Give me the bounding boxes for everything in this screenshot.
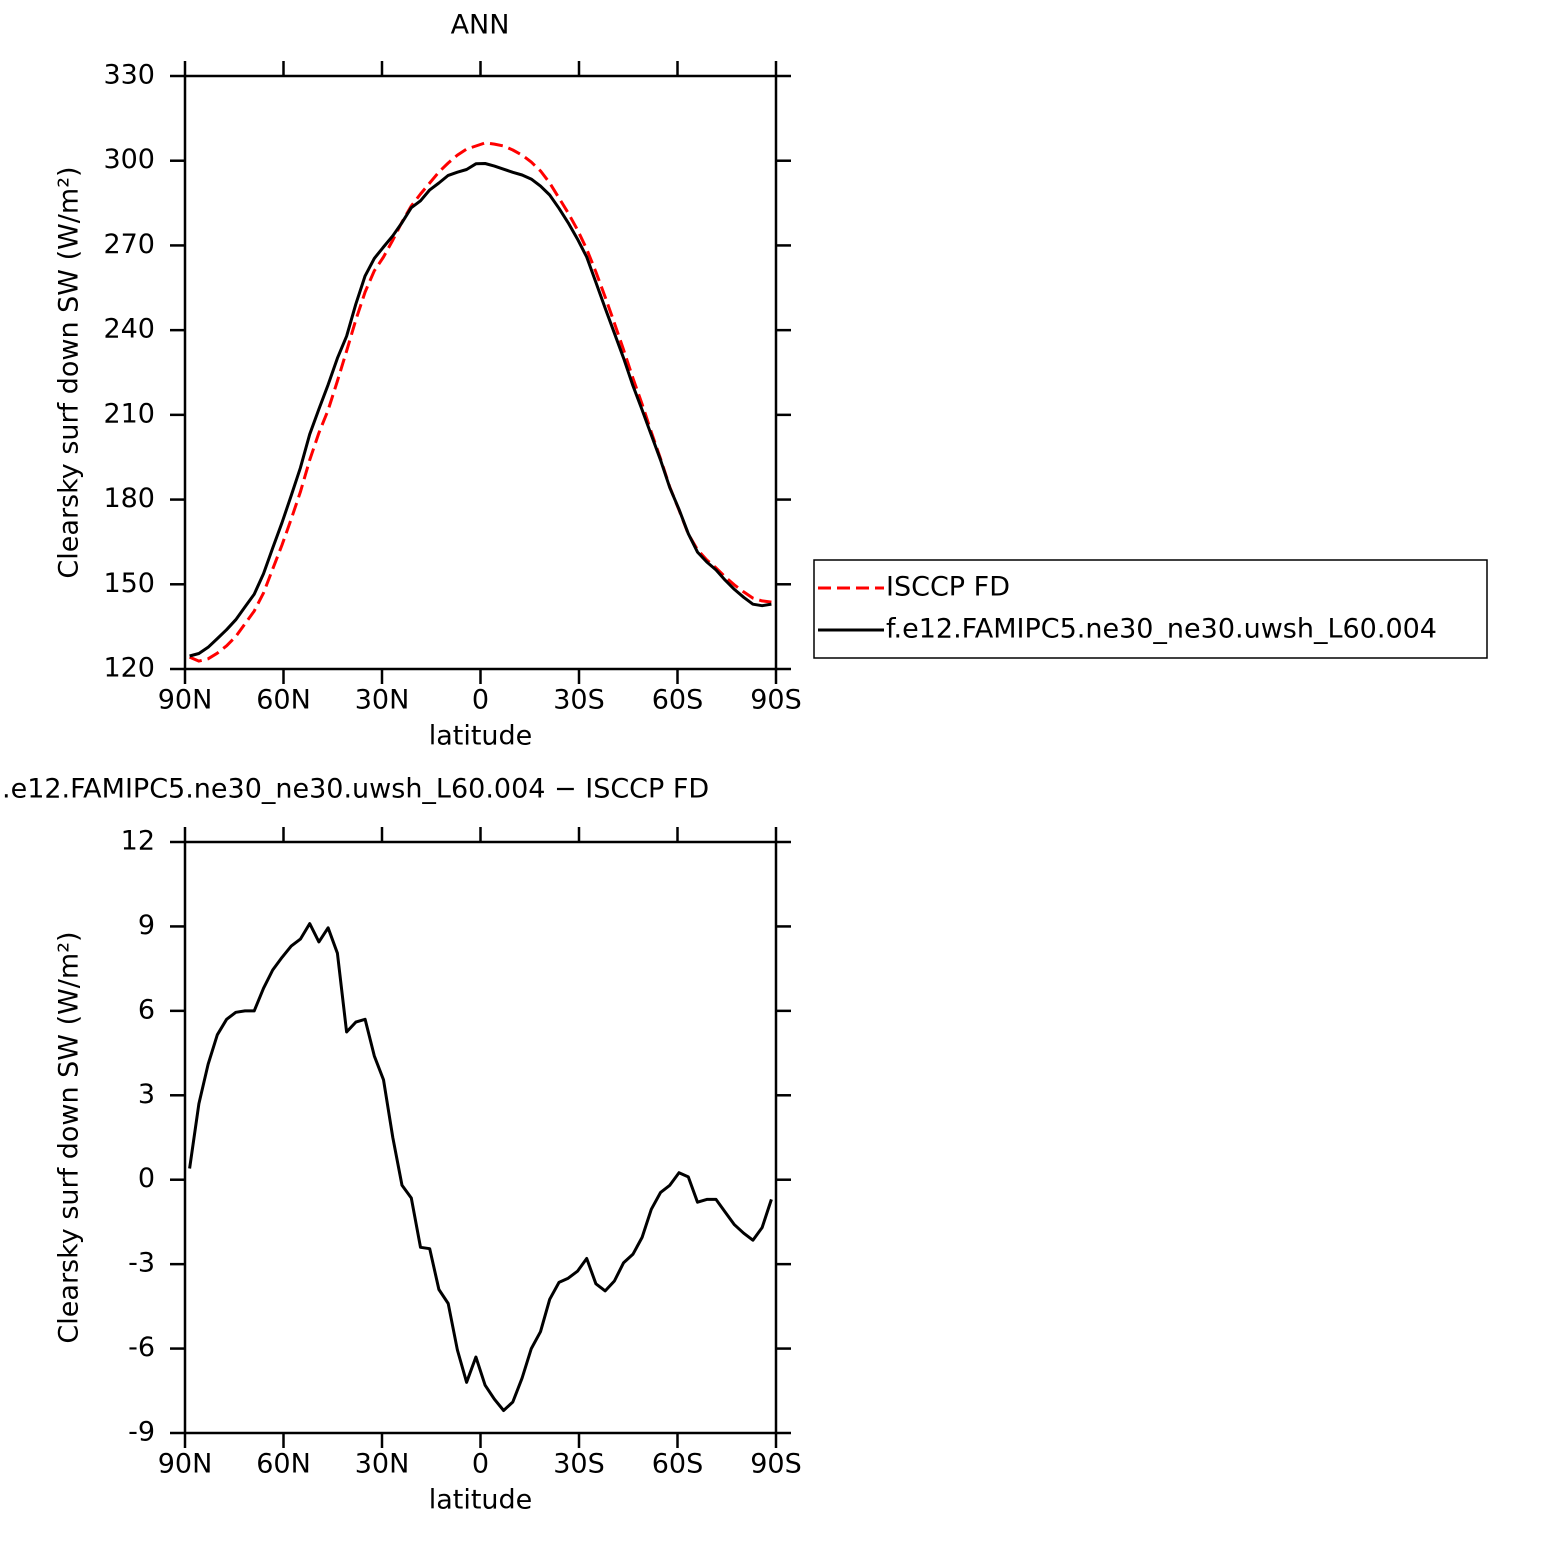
legend-label: f.e12.FAMIPC5.ne30_ne30.uwsh_L60.004 bbox=[886, 614, 1437, 645]
y-axis-label: Clearsky surf down SW (W/m²) bbox=[54, 931, 85, 1343]
y-tick-label: 9 bbox=[138, 910, 155, 941]
data-line bbox=[188, 922, 773, 1412]
legend-label: ISCCP FD bbox=[886, 572, 1010, 603]
y-tick-label: 120 bbox=[103, 653, 155, 684]
y-tick-label: 0 bbox=[138, 1163, 155, 1194]
legend-box bbox=[813, 559, 1488, 659]
x-tick-label: 90S bbox=[750, 1449, 802, 1480]
y-tick-label: 6 bbox=[138, 994, 155, 1025]
x-tick-label: 60S bbox=[652, 685, 704, 716]
x-tick-label: 30N bbox=[355, 1449, 410, 1480]
x-tick-label: 60N bbox=[256, 685, 311, 716]
x-tick-label: 30S bbox=[553, 1449, 605, 1480]
x-axis-label: latitude bbox=[429, 1485, 533, 1516]
y-axis-label: Clearsky surf down SW (W/m²) bbox=[54, 166, 85, 578]
x-tick-label: 30N bbox=[355, 685, 410, 716]
chart-title: .e12.FAMIPC5.ne30_ne30.uwsh_L60.004 − IS… bbox=[2, 774, 709, 805]
plot-frame bbox=[183, 840, 778, 1435]
x-tick-label: 60S bbox=[652, 1449, 704, 1480]
y-tick-label: -6 bbox=[128, 1332, 155, 1363]
x-tick-label: 30S bbox=[553, 685, 605, 716]
x-tick-label: 90S bbox=[750, 685, 802, 716]
x-tick-label: 90N bbox=[158, 685, 213, 716]
y-tick-label: 150 bbox=[103, 568, 155, 599]
y-tick-label: 210 bbox=[103, 398, 155, 429]
x-tick-label: 90N bbox=[158, 1449, 213, 1480]
x-tick-label: 0 bbox=[472, 1449, 489, 1480]
y-tick-label: 180 bbox=[103, 483, 155, 514]
data-line bbox=[189, 141, 772, 663]
y-tick-label: 240 bbox=[103, 314, 155, 345]
data-line bbox=[189, 162, 772, 658]
y-tick-label: 300 bbox=[103, 144, 155, 175]
chart-title: ANN bbox=[451, 10, 510, 41]
x-tick-label: 60N bbox=[256, 1449, 311, 1480]
y-tick-label: 330 bbox=[103, 60, 155, 91]
y-tick-label: 12 bbox=[121, 826, 155, 857]
y-tick-label: 3 bbox=[138, 1079, 155, 1110]
x-axis-label: latitude bbox=[429, 721, 533, 752]
y-tick-label: 270 bbox=[103, 229, 155, 260]
y-tick-label: -9 bbox=[128, 1417, 155, 1448]
x-tick-label: 0 bbox=[472, 685, 489, 716]
y-tick-label: -3 bbox=[128, 1248, 155, 1279]
